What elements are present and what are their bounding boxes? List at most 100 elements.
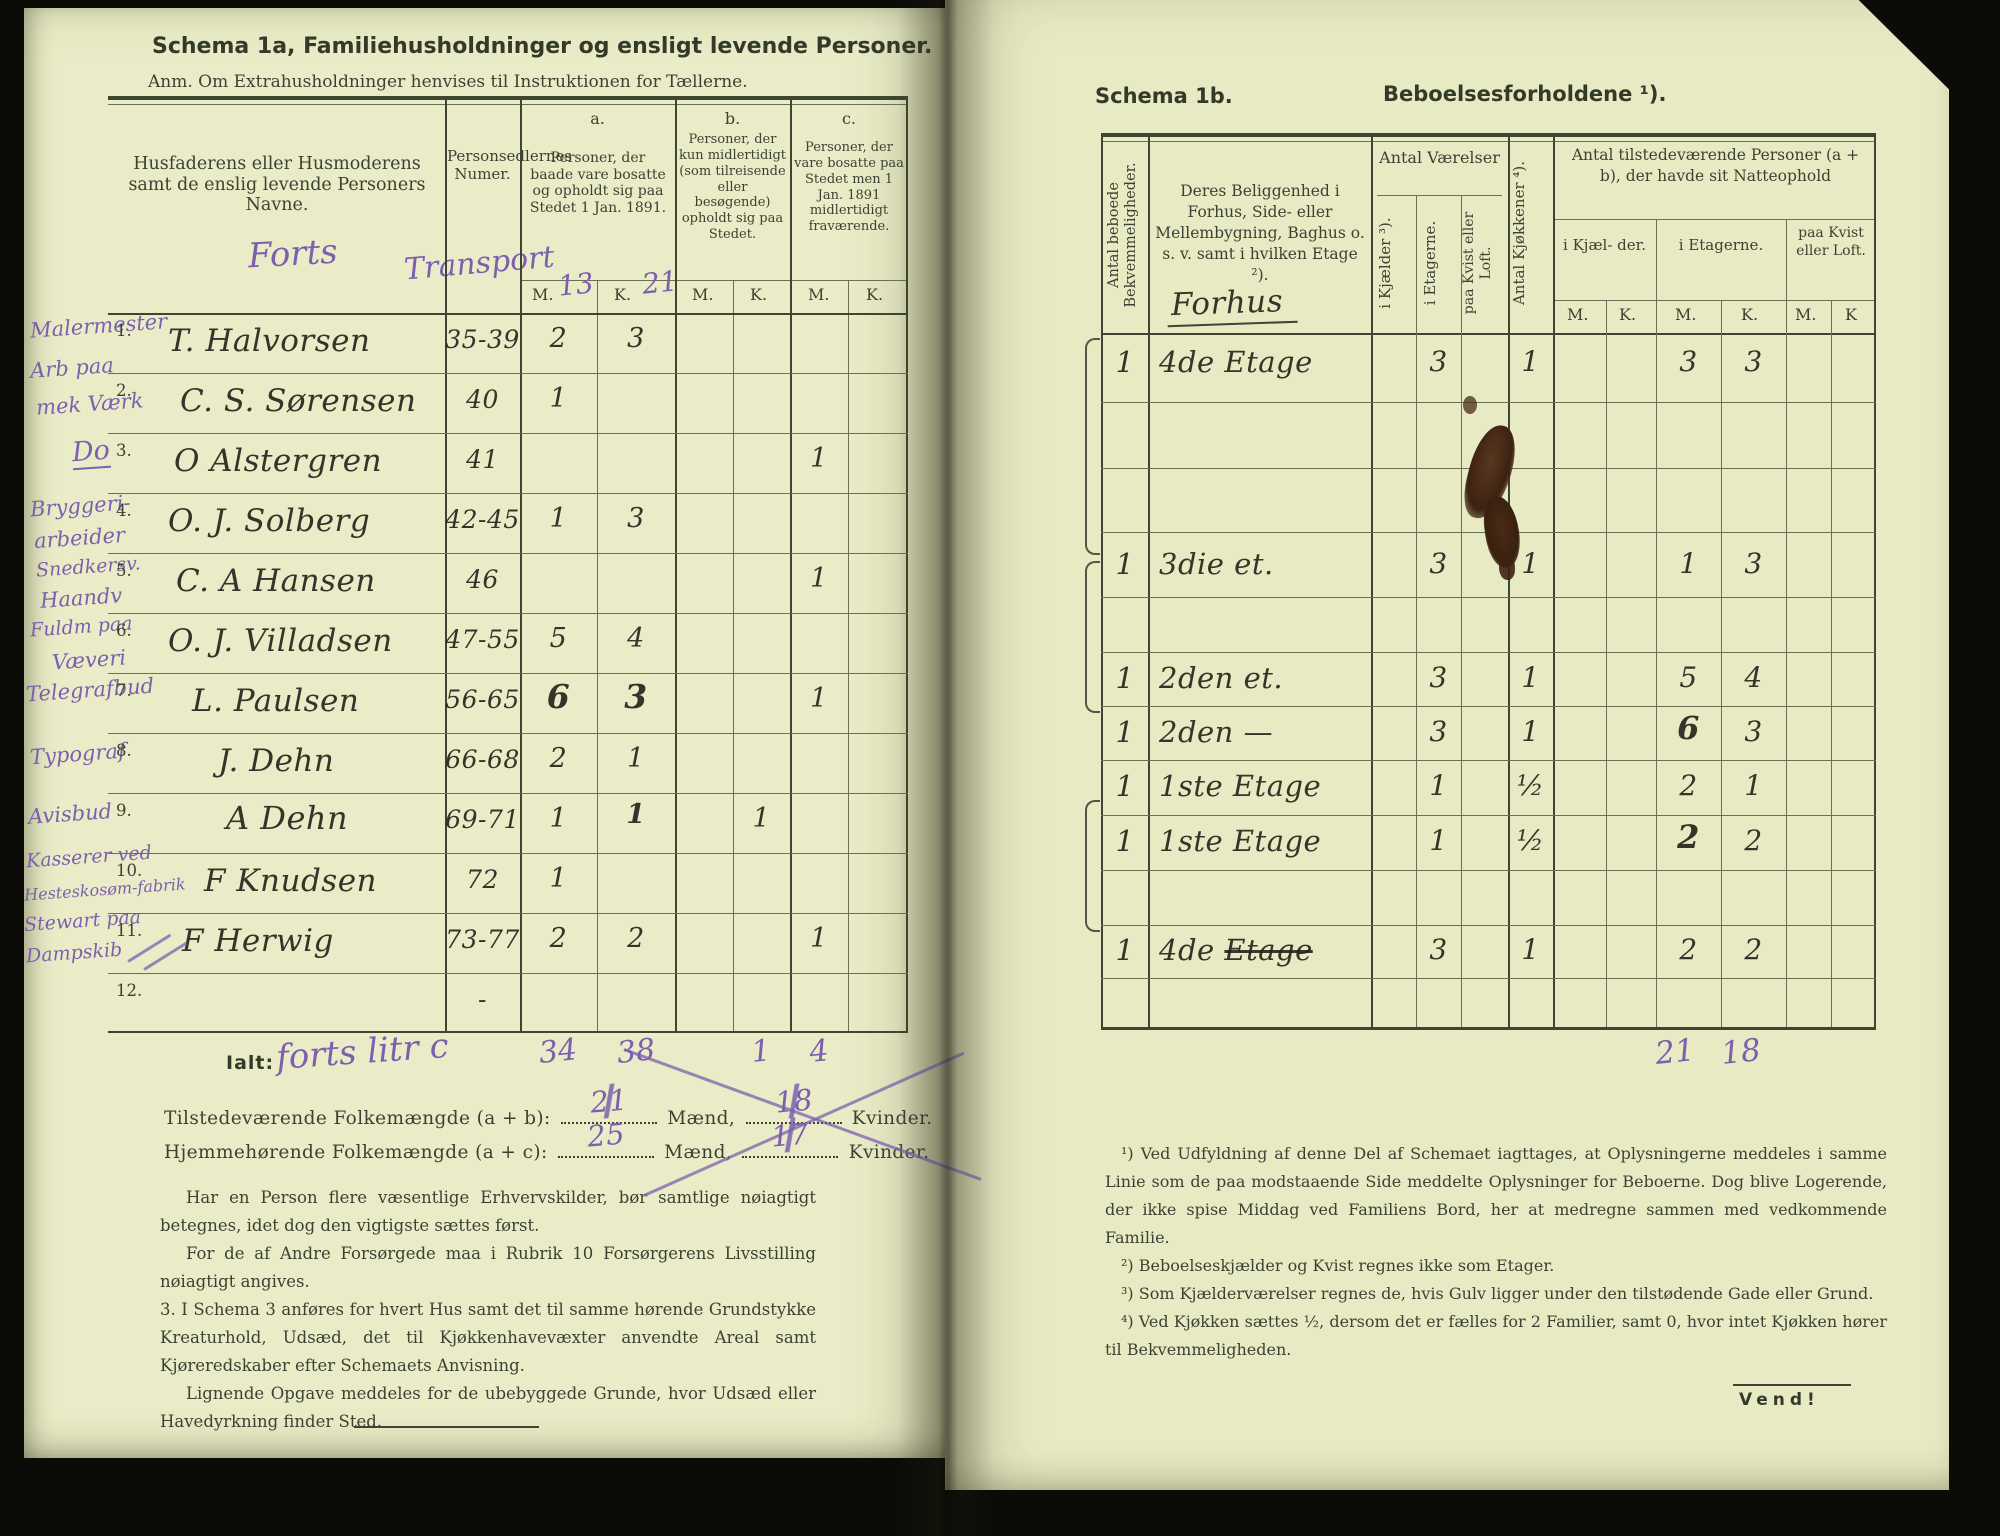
footnote: ⁴) Ved Kjøkken sættes ½, dersom det er f… [1105,1312,1887,1359]
etage-description: 3die et. [1159,547,1274,581]
vaerelser-etagerne: 1 [1429,824,1448,857]
count-a-k: 3 [627,503,645,534]
count-a-m: 1 [549,383,568,414]
gridline [108,853,908,854]
gridline [108,553,908,554]
column-header-kjokkener: Antal Kjøkkener ⁴). [1510,160,1528,306]
header-k-a: K. [614,285,632,304]
row-number: 3. [116,441,132,460]
instruction-paragraph: Lignende Opgave meddeles for de ubebygge… [160,1384,816,1432]
gridline [445,96,447,1033]
vaerelser-etagerne: 1 [1429,769,1448,802]
gridline [108,313,908,315]
header-m-a: M. [532,285,554,304]
person-number: 56-65 [445,685,520,714]
dotted-blank: 17 [742,1115,839,1158]
handwritten-brace [1085,561,1100,713]
etage-description: 4de Etage [1159,345,1313,379]
vend-label: Vend! [1739,1390,1820,1410]
gridline [108,1031,908,1033]
subgroup-kjaelder: i Kjæl- der. [1563,236,1646,254]
gridline [1101,333,1876,335]
subgroup-etagerne: i Etagerne. [1678,236,1764,254]
count-a-k: 2 [627,923,645,954]
natteophold-etagerne-m: 6 [1677,709,1700,747]
person-name: O Alstergren [174,443,383,479]
row-number: 6. [116,621,132,640]
count-a-m: 1 [549,503,568,534]
row-number: 11. [116,921,143,940]
total-c-m: 4 [807,1033,831,1070]
summary-label: Tilstedeværende Folkemængde (a + b): [164,1108,551,1129]
handwritten-forhus: Forhus [1166,282,1298,328]
etage-description: 1ste Etage [1159,769,1322,803]
gridline [1831,300,1832,1030]
gridline [733,280,734,1033]
etage-text-struck: Etage [1224,933,1313,967]
natteophold-etagerne-m: 3 [1679,345,1698,378]
column-header-beliggenhed: Deres Beliggenhed i Forhus, Side- eller … [1155,182,1365,284]
row-number: 9. [116,801,132,820]
handwritten-brace [1085,800,1100,932]
column-header-b: Personer, der kun midlertidigt (som tilr… [678,132,787,243]
dotted-blank: 21 [560,1081,657,1124]
schema1a-table: Husfaderens eller Husmoderens samt de en… [108,96,908,1033]
gridline [1101,652,1876,653]
natteophold-etagerne-m: 5 [1679,661,1698,694]
group-header-natteophold: Antal tilstedeværende Personer (a + b), … [1571,146,1860,185]
summary-line-resident: Hjemmehørende Folkemængde (a + c): 25 Mæ… [164,1115,930,1164]
footnote: ²) Beboelseskjælder og Kvist regnes ikke… [1121,1256,1555,1275]
gridline [1148,133,1150,1030]
handwritten-transport-k: 21 [640,264,680,301]
vaerelser-etagerne: 3 [1429,933,1448,966]
natteophold-etagerne-k: 1 [1744,769,1763,802]
handwritten-men-count: 25 [585,1116,627,1154]
right-page: Schema 1b. Beboelsesforholdene ¹). Antal… [945,0,1949,1490]
person-name: A Dehn [226,799,349,837]
dotted-blank: 25 [557,1116,654,1158]
gridline [108,433,908,434]
natteophold-etagerne-k: 3 [1744,345,1763,378]
gridline [1553,300,1876,301]
person-number: 40 [466,385,499,414]
antal-kjokkener: 1 [1521,715,1540,748]
etage-description: 2den et. [1159,661,1284,695]
header-m: M. [1567,305,1589,324]
antal-bekvemmeligheder: 1 [1115,661,1135,695]
gridline [1553,133,1555,1030]
count-c-m: 1 [810,563,828,594]
natteophold-etagerne-k: 2 [1744,824,1763,857]
count-a-m: 2 [549,923,568,954]
count-a-m: 6 [546,677,571,716]
gridline [520,96,522,1033]
person-name: O. J. Villadsen [168,623,393,659]
antal-kjokkener: ½ [1516,769,1545,802]
gridline [1101,870,1876,871]
gridline [1101,133,1103,1030]
summary-label: Hjemmehørende Folkemængde (a + c): [164,1142,548,1163]
column-letter-b: b. [724,109,741,128]
vaerelser-etagerne: 3 [1429,715,1448,748]
person-name: C. A Hansen [176,563,376,599]
footnote: ³) Som Kjælderværelser regnes de, hvis G… [1121,1284,1874,1303]
margin-note: Avisbud [27,799,113,829]
gridline [108,673,908,674]
group-header-vaerelser: Antal Værelser [1379,148,1500,167]
header-k: K [1845,305,1857,324]
count-a-k: 4 [627,623,645,654]
gridline [1874,133,1876,1030]
gridline [1721,300,1722,1030]
gridline [1101,925,1876,926]
gridline [1553,219,1876,220]
total-b-k: 1 [749,1033,773,1070]
vaerelser-etagerne: 3 [1429,547,1448,580]
gridline [906,96,908,1033]
gridline [1461,195,1462,1030]
etage-description: 2den — [1159,715,1274,749]
person-number: 69-71 [445,805,520,834]
vaerelser-etagerne: 3 [1429,661,1448,694]
gridline [108,493,908,494]
gridline [108,96,908,100]
header-k-b: K. [750,285,768,304]
gridline [1101,978,1876,979]
